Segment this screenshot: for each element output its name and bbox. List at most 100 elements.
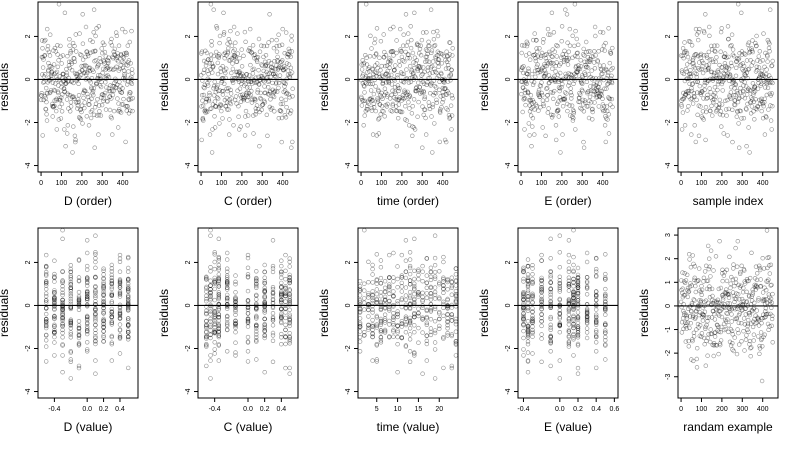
data-point xyxy=(357,288,363,293)
data-point xyxy=(704,338,709,344)
data-point xyxy=(692,123,697,128)
data-point xyxy=(540,98,546,103)
data-point xyxy=(561,96,566,102)
data-point xyxy=(763,287,769,293)
data-point xyxy=(557,287,562,292)
data-point xyxy=(94,26,99,31)
data-point xyxy=(254,306,259,311)
data-point xyxy=(530,276,535,282)
data-point xyxy=(428,7,434,12)
data-point xyxy=(360,73,365,79)
data-point xyxy=(764,300,770,305)
data-point xyxy=(739,339,744,344)
data-point xyxy=(413,75,418,80)
data-point xyxy=(598,91,603,96)
data-point xyxy=(606,131,612,136)
data-point xyxy=(529,78,534,84)
y-tick-label: -2 xyxy=(25,345,32,351)
data-point xyxy=(278,101,284,107)
data-point xyxy=(725,291,731,297)
data-point xyxy=(218,66,223,71)
data-point xyxy=(685,306,691,311)
data-point xyxy=(525,328,531,333)
data-point xyxy=(420,145,425,150)
data-point xyxy=(743,312,748,317)
data-point xyxy=(212,312,217,317)
data-point xyxy=(84,331,90,337)
data-point xyxy=(43,344,49,349)
data-point xyxy=(745,323,750,329)
data-point xyxy=(547,80,552,85)
data-point xyxy=(521,306,526,311)
data-point xyxy=(759,337,764,343)
data-point xyxy=(741,316,747,321)
data-point xyxy=(233,307,238,312)
data-point xyxy=(539,90,544,96)
data-point xyxy=(518,67,524,73)
data-point xyxy=(420,316,425,322)
data-point xyxy=(679,127,685,132)
data-point xyxy=(233,279,238,284)
data-point xyxy=(272,58,277,64)
x-tick-label: 10 xyxy=(394,406,402,413)
data-point xyxy=(722,61,728,66)
data-point xyxy=(93,58,99,63)
data-point xyxy=(746,66,752,72)
data-point xyxy=(378,299,384,304)
data-point xyxy=(525,370,531,375)
data-point xyxy=(278,108,283,113)
data-point xyxy=(687,59,692,64)
data-point xyxy=(385,76,391,82)
data-point xyxy=(593,293,599,298)
data-point xyxy=(557,274,562,279)
data-point xyxy=(364,106,369,112)
data-point xyxy=(727,306,732,311)
data-point xyxy=(547,76,552,82)
data-point xyxy=(710,293,715,299)
data-point xyxy=(756,77,761,82)
data-point xyxy=(583,64,589,70)
data-point xyxy=(52,291,57,296)
data-point xyxy=(357,288,363,293)
data-point xyxy=(530,115,536,121)
data-point xyxy=(767,271,772,276)
data-point xyxy=(581,109,587,114)
data-point xyxy=(374,342,379,347)
data-point xyxy=(557,296,562,302)
data-point xyxy=(91,86,97,91)
data-point xyxy=(270,300,276,306)
data-point xyxy=(370,289,375,294)
data-point xyxy=(93,317,98,322)
data-point xyxy=(767,91,772,96)
data-point xyxy=(254,297,259,302)
data-point xyxy=(391,95,397,100)
data-point xyxy=(272,88,278,94)
data-point xyxy=(557,323,562,328)
data-point xyxy=(560,103,566,109)
data-point xyxy=(446,62,451,68)
data-point xyxy=(86,67,91,73)
data-point xyxy=(561,76,566,82)
data-point xyxy=(400,92,406,98)
data-point xyxy=(730,341,735,346)
data-point xyxy=(554,54,559,59)
data-point xyxy=(77,69,83,75)
data-point xyxy=(729,76,735,82)
data-point xyxy=(521,307,526,312)
data-point xyxy=(698,303,703,308)
data-point xyxy=(275,67,281,72)
data-point xyxy=(597,93,602,98)
data-point xyxy=(557,70,563,76)
data-point xyxy=(263,63,268,69)
data-point xyxy=(690,337,695,342)
data-point xyxy=(734,291,739,296)
data-point xyxy=(62,89,67,95)
data-point xyxy=(216,323,222,328)
data-point xyxy=(387,76,392,81)
data-point xyxy=(716,324,721,330)
data-point xyxy=(78,106,83,112)
data-point xyxy=(445,311,450,317)
data-point xyxy=(714,307,719,313)
data-point xyxy=(93,295,98,300)
